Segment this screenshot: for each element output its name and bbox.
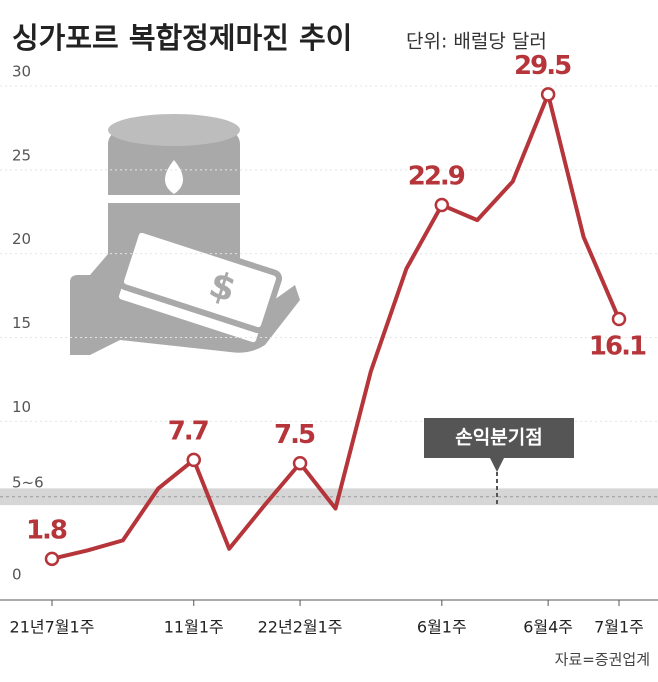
x-tick-label: 6월4주: [523, 618, 573, 637]
value-label: 1.8: [26, 515, 67, 545]
x-tick-label: 21년7월1주: [10, 618, 95, 637]
oil-icon: $: [70, 114, 300, 355]
value-label: 16.1: [589, 332, 646, 362]
point: [186, 452, 201, 468]
point: [292, 456, 308, 471]
point: [434, 197, 450, 213]
point: [540, 87, 556, 102]
point: [44, 551, 60, 567]
y-tick-label: 20: [12, 230, 31, 248]
source: 자료=증권업계: [555, 651, 650, 669]
annotation: 손익분기점: [424, 418, 574, 472]
y-tick-label: 5~6: [12, 473, 44, 491]
line: [51, 92, 621, 561]
y-tick-label: 0: [12, 566, 22, 584]
value-label: 29.5: [514, 51, 571, 81]
value-label: 7.5: [274, 420, 315, 450]
chart-title: 싱가포르 복합정제마진 추이: [12, 21, 352, 55]
y-tick-label: 10: [12, 398, 31, 416]
value-label: 7.7: [168, 416, 209, 446]
y-tick-label: 25: [12, 146, 31, 164]
x-tick-label: 6월1주: [417, 618, 467, 637]
y-tick-label: 30: [12, 63, 31, 81]
y-tick-label: 15: [12, 314, 31, 332]
chart-subtitle: 단위: 배럴당 달러: [406, 31, 547, 53]
annotation-label: 손익분기점: [455, 427, 542, 449]
x-tick-label: 22년2월1주: [258, 618, 343, 637]
point: [611, 311, 627, 327]
value-label: 22.9: [408, 162, 465, 192]
x-tick-label: 7월1주: [594, 618, 644, 637]
x-tick-label: 11월1주: [164, 618, 224, 637]
breakeven-band: [0, 488, 658, 506]
